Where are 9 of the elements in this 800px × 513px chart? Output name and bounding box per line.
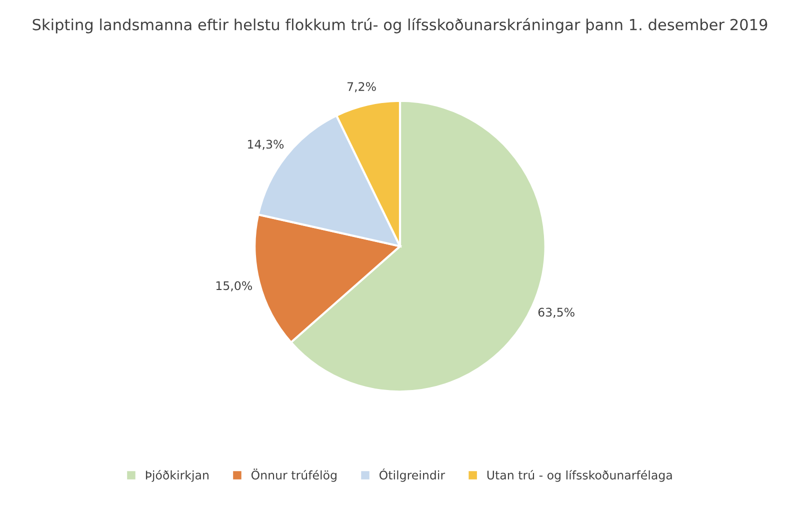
legend-label: Utan trú - og lífsskoðunarfélaga	[487, 470, 672, 482]
legend-label: Önnur trúfélög	[251, 468, 336, 482]
data-label: 63,5%	[538, 308, 574, 318]
data-label: 15,0%	[216, 281, 252, 292]
legend-label: Ótilgreindir	[380, 468, 446, 482]
data-label: 7,2%	[348, 82, 376, 92]
data-label: 14,3%	[248, 140, 284, 150]
chart-title: Skipting landsmanna eftir helstu flokkum trú- og lífsskoðunarskráningar þann 1. desember 2019	[32, 18, 768, 34]
legend-label: Þjóðkirkjan	[146, 470, 208, 482]
